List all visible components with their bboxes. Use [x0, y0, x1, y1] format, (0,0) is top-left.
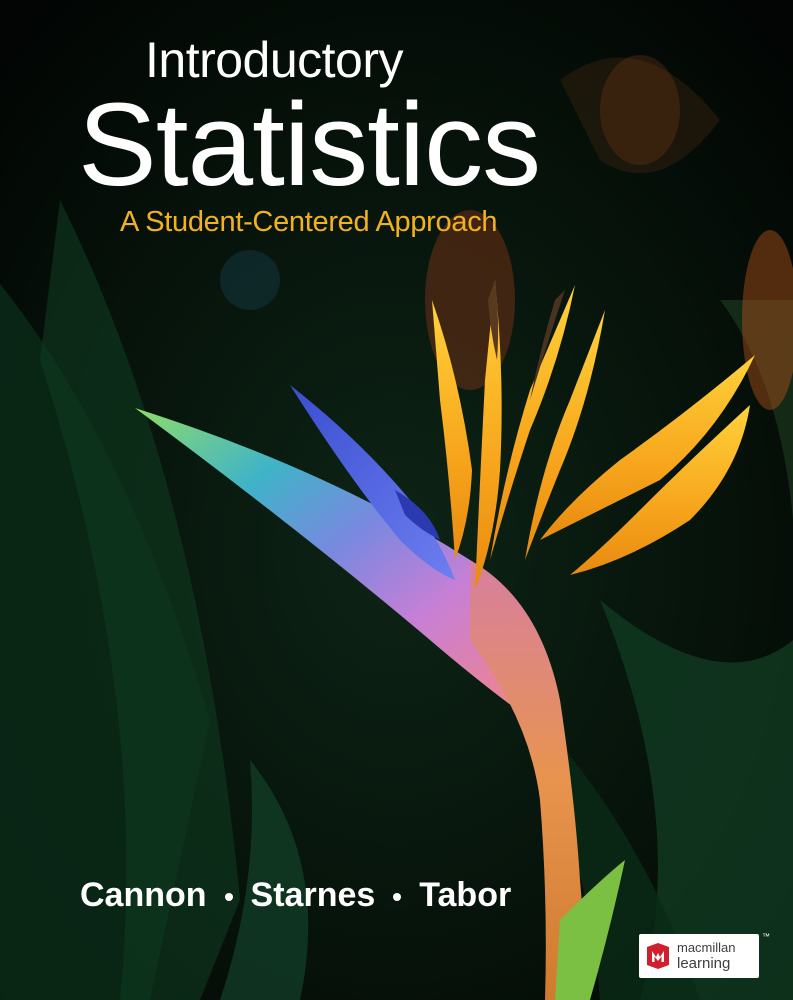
publisher-logo: macmillan learning	[639, 934, 759, 978]
publisher-line-2: learning	[677, 955, 731, 972]
author-name: Cannon	[80, 876, 207, 914]
title-line-2: Statistics	[78, 79, 541, 211]
subtitle: A Student-Centered Approach	[120, 206, 498, 238]
author-name: Starnes	[250, 876, 376, 914]
authors: Cannon Starnes Tabor	[80, 872, 511, 918]
trademark-symbol: ™	[762, 932, 770, 941]
separator-dot-icon	[393, 893, 402, 901]
author-name: Tabor	[419, 876, 512, 914]
macmillan-logo-icon	[647, 943, 669, 969]
separator-dot-icon	[224, 893, 233, 901]
title-line-1: Introductory	[145, 32, 404, 88]
publisher-line-1: macmillan	[677, 940, 736, 955]
publisher-wordmark: macmillan learning	[677, 940, 736, 972]
